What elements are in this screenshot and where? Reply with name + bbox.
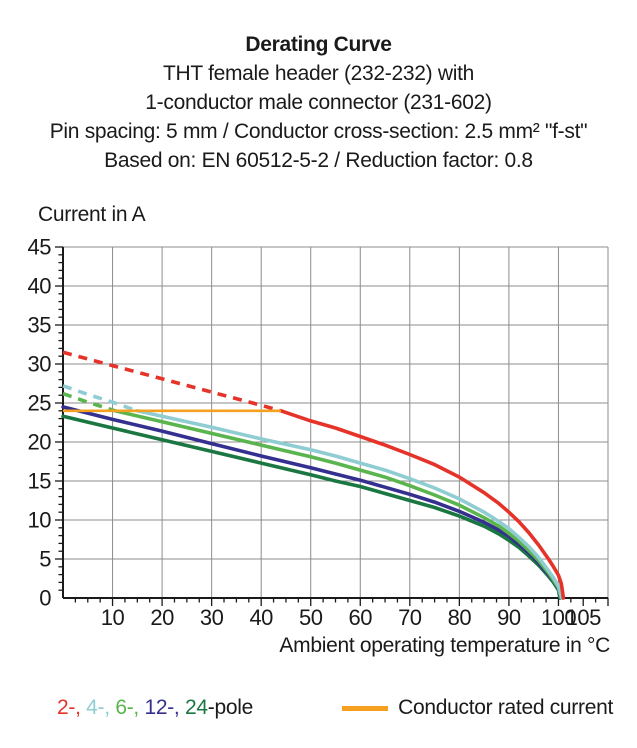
svg-text:0: 0 <box>39 586 51 611</box>
svg-text:45: 45 <box>28 235 52 260</box>
subtitle-line-1: THT female header (232-232) with <box>163 62 474 85</box>
tick-marks <box>55 246 609 606</box>
svg-text:30: 30 <box>200 605 224 630</box>
title-block: Derating Curve THT female header (232-23… <box>0 30 637 175</box>
chart-title: Derating Curve <box>245 33 392 56</box>
subtitle-line-3: Pin spacing: 5 mm / Conductor cross-sect… <box>49 120 588 143</box>
svg-text:10: 10 <box>101 605 125 630</box>
legend-pole-list: 2-, 4-, 6-, 12-, 24-pole <box>57 696 253 720</box>
svg-text:70: 70 <box>398 605 422 630</box>
legend-pole-suffix: -pole <box>207 696 254 719</box>
svg-text:105: 105 <box>566 605 601 630</box>
x-axis-title: Ambient operating temperature in °C <box>279 634 610 657</box>
legend-pole-item: 24 <box>185 696 208 719</box>
series-24-pole <box>61 414 562 600</box>
legend-pole-item: 6-, <box>115 696 145 719</box>
svg-text:40: 40 <box>249 605 273 630</box>
svg-text:25: 25 <box>28 391 52 416</box>
svg-text:20: 20 <box>28 430 52 455</box>
svg-text:80: 80 <box>448 605 472 630</box>
svg-text:90: 90 <box>497 605 521 630</box>
svg-text:30: 30 <box>28 352 52 377</box>
svg-text:35: 35 <box>28 313 52 338</box>
svg-text:10: 10 <box>28 508 52 533</box>
subtitle-line-2: 1-conductor male connector (231-602) <box>145 91 492 114</box>
svg-text:20: 20 <box>150 605 174 630</box>
legend-pole-item: 12-, <box>144 696 185 719</box>
legend-rated-current: Conductor rated current <box>342 696 613 720</box>
svg-text:100: 100 <box>541 605 576 630</box>
series-2-pole <box>62 350 566 600</box>
y-axis-title: Current in A <box>38 203 146 226</box>
svg-text:50: 50 <box>299 605 323 630</box>
svg-text:40: 40 <box>28 274 52 299</box>
svg-text:15: 15 <box>28 469 52 494</box>
rated-current-label: Conductor rated current <box>398 696 613 719</box>
svg-text:5: 5 <box>39 547 51 572</box>
legend-pole-item: 4-, <box>86 696 116 719</box>
svg-text:60: 60 <box>349 605 373 630</box>
subtitle-line-4: Based on: EN 60512-5-2 / Reduction facto… <box>104 149 533 172</box>
rated-current-swatch-line <box>342 705 389 711</box>
legend: 2-, 4-, 6-, 12-, 24-pole Conductor rated… <box>0 694 637 724</box>
legend-pole-item: 2-, <box>57 696 87 719</box>
series-4-pole <box>62 384 564 600</box>
